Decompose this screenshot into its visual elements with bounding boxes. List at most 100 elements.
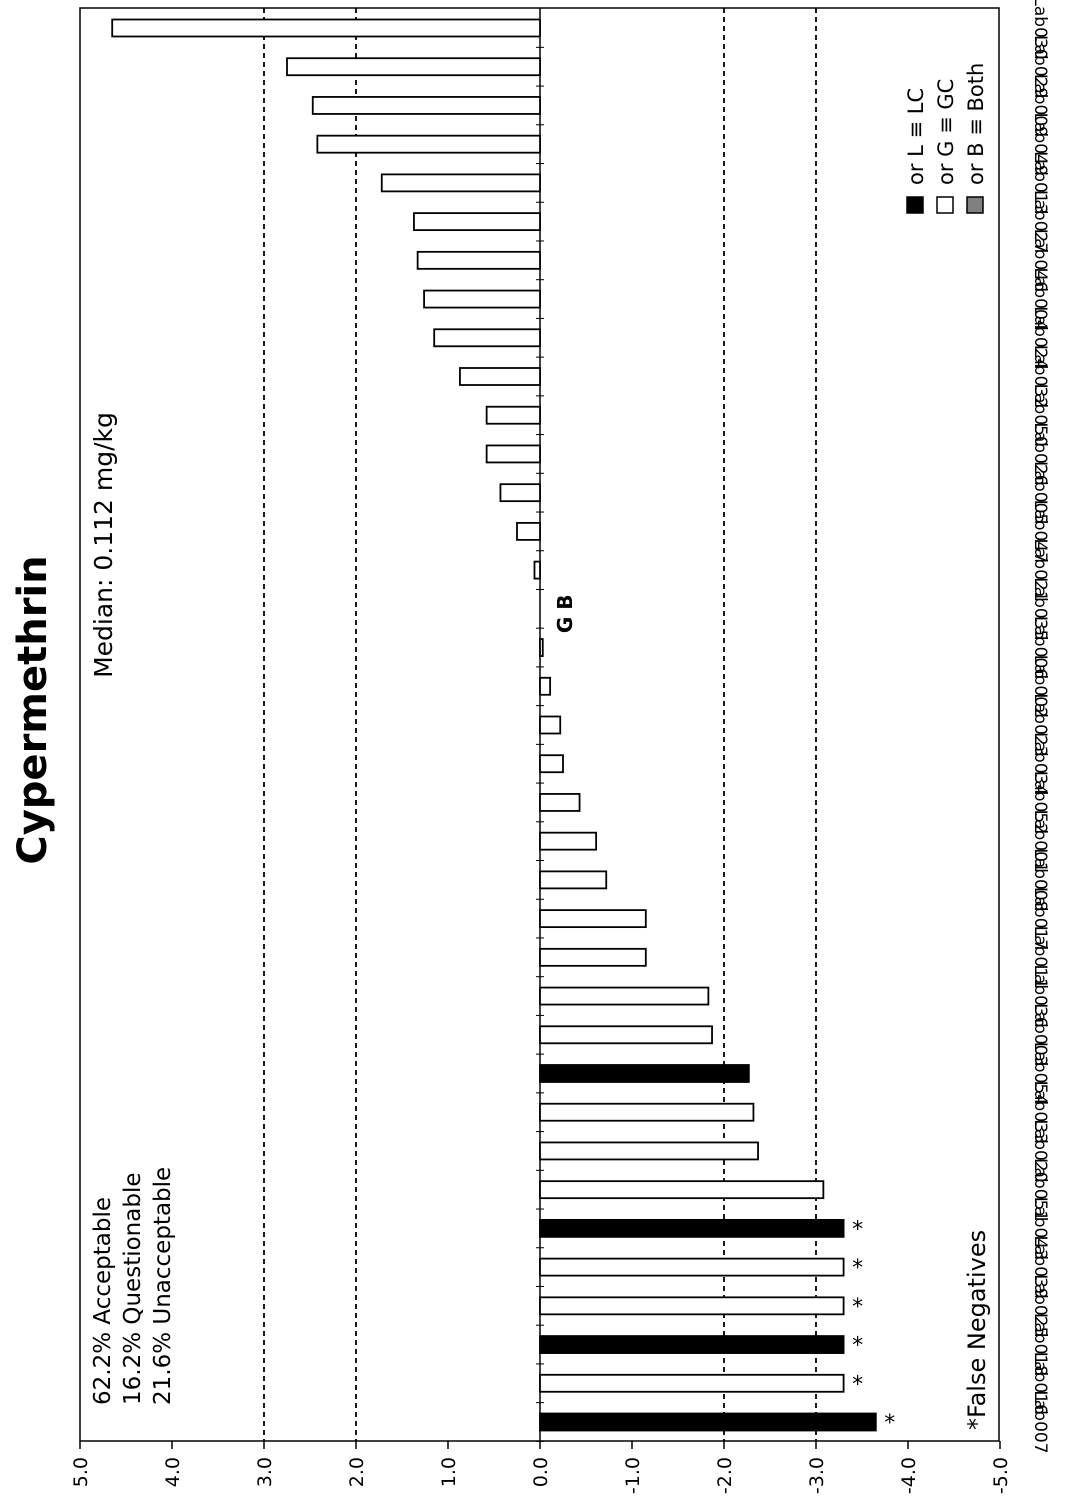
bar-lab007 — [539, 1412, 877, 1432]
bar-lab005 — [499, 483, 541, 503]
category-label: Lab005 — [1030, 461, 1050, 524]
bar-lab006 — [539, 638, 544, 657]
bar-lab021 — [533, 560, 541, 580]
tick-label: 4.0 — [162, 1457, 184, 1487]
category-label: Lab002 — [1030, 655, 1050, 718]
legend-label: or L ≡ LC — [904, 88, 928, 185]
tick-label: -3.0 — [806, 1457, 828, 1494]
false-negatives-footnote: *False Negatives — [963, 1230, 991, 1430]
bar-lab025 — [539, 1296, 845, 1316]
category-label: Lab016 — [1030, 1352, 1050, 1415]
category-label: Lab049 — [1030, 113, 1050, 176]
category-label: Lab006 — [1030, 616, 1050, 679]
legend-label: or G ≡ GC — [934, 79, 958, 185]
false-negative-marker: * — [852, 1217, 863, 1242]
median-label: Median: 0.112 mg/kg — [89, 412, 118, 678]
bar-lab049 — [316, 134, 541, 154]
category-label: Lab020 — [1030, 1119, 1050, 1182]
category-label: Lab047 — [1030, 500, 1050, 563]
bar-lab030 — [111, 18, 541, 38]
category-label: Lab023 — [1030, 693, 1050, 756]
bar-lab026 — [485, 444, 541, 464]
category-label: Lab021 — [1030, 539, 1050, 602]
bar-lab020 — [539, 1141, 759, 1161]
tick-label: -5.0 — [990, 1457, 1012, 1494]
bar-lab011 — [539, 947, 647, 967]
bar-lab023 — [539, 715, 562, 735]
category-label: Lab036 — [1030, 964, 1050, 1027]
bar-lab004 — [423, 289, 541, 309]
tick-label: 1.0 — [438, 1457, 460, 1487]
category-label: Lab034 — [1030, 732, 1050, 795]
false-negative-marker: * — [852, 1295, 863, 1320]
bar-lab002 — [539, 676, 552, 696]
false-negative-marker: * — [852, 1256, 863, 1281]
bar-lab016 — [539, 1373, 845, 1393]
bar-lab013 — [380, 173, 541, 193]
legend-swatch — [906, 196, 924, 214]
bar-lab009 — [311, 96, 541, 115]
bars — [111, 18, 877, 1442]
value-axis-ticks: 5.0 4.0 3.0 2.0 1.0 0.0 -1.0 -2.0 -3.0 -4.0 -5.0 — [70, 1441, 1012, 1494]
tick-label: 2.0 — [346, 1457, 368, 1487]
category-label: Lab052 — [1030, 771, 1050, 834]
tick-label: 0.0 — [530, 1457, 552, 1487]
tick-label: -1.0 — [622, 1457, 644, 1494]
category-label: Lab039 — [1030, 1236, 1050, 1299]
category-label: Lab011 — [1030, 926, 1050, 989]
category-label: Lab008 — [1030, 848, 1050, 911]
category-label: Lab007 — [1030, 1390, 1050, 1453]
stat-line: 16.2% Questionable — [120, 1173, 146, 1405]
bar-annotation: G B — [553, 595, 577, 634]
bar-lab054 — [539, 1064, 750, 1083]
category-label: Lab054 — [1030, 1042, 1050, 1105]
tick-label: -4.0 — [898, 1457, 920, 1494]
category-label: Lab004 — [1030, 267, 1050, 330]
category-label: Lab017 — [1030, 887, 1050, 950]
bar-lab018 — [539, 1335, 845, 1354]
bar-lab008 — [539, 870, 608, 890]
bar-lab052 — [539, 793, 581, 812]
false-negative-marker: * — [852, 1372, 863, 1397]
category-label: Lab003 — [1030, 1003, 1050, 1066]
bar-lab051 — [539, 1180, 825, 1200]
category-label: Lab025 — [1030, 1274, 1050, 1337]
category-label: Lab001 — [1030, 810, 1050, 873]
category-label: Lab027 — [1030, 190, 1050, 253]
bar-lab043 — [539, 1218, 845, 1238]
category-label: Lab009 — [1030, 74, 1050, 137]
category-label: Lab029 — [1030, 35, 1050, 98]
tick-label: 5.0 — [70, 1457, 92, 1487]
category-label: Lab050 — [1030, 384, 1050, 447]
category-label: Lab030 — [1030, 0, 1050, 60]
false-negative-markers: * * * * * * — [852, 1217, 895, 1436]
category-label: Lab033 — [1030, 1081, 1050, 1144]
bar-lab029 — [286, 57, 541, 77]
false-negative-marker: * — [884, 1411, 895, 1436]
bar-lab039 — [539, 1257, 845, 1277]
tick-label: -2.0 — [714, 1457, 736, 1494]
tick-label: 3.0 — [254, 1457, 276, 1487]
legend-swatch — [966, 196, 984, 214]
legend-swatch — [936, 196, 954, 214]
category-label: Lab018 — [1030, 1313, 1050, 1376]
bar-lab001 — [539, 831, 598, 851]
bar-lab036 — [539, 986, 710, 1006]
bar-annotations: G B — [553, 595, 577, 634]
acceptance-stats: 62.2% Acceptable 16.2% Questionable 21.6% … — [90, 1167, 176, 1405]
category-label: Lab032 — [1030, 345, 1050, 408]
stat-line: 62.2% Acceptable — [90, 1197, 116, 1405]
reference-lines — [263, 8, 817, 1441]
legend-label: or B ≡ Both — [964, 63, 988, 185]
category-labels: Lab007Lab016Lab018Lab025Lab039Lab043Lab0… — [1030, 0, 1050, 1454]
bar-lab047 — [516, 521, 541, 541]
bar-lab046 — [416, 250, 541, 270]
category-label: Lab046 — [1030, 229, 1050, 292]
category-label: Lab035 — [1030, 577, 1050, 640]
bar-lab003 — [539, 1025, 713, 1045]
category-label: Lab024 — [1030, 306, 1050, 369]
false-negative-marker: * — [852, 1334, 863, 1359]
chart-title: Cypermethrin — [10, 555, 56, 864]
category-label: Lab013 — [1030, 151, 1050, 214]
